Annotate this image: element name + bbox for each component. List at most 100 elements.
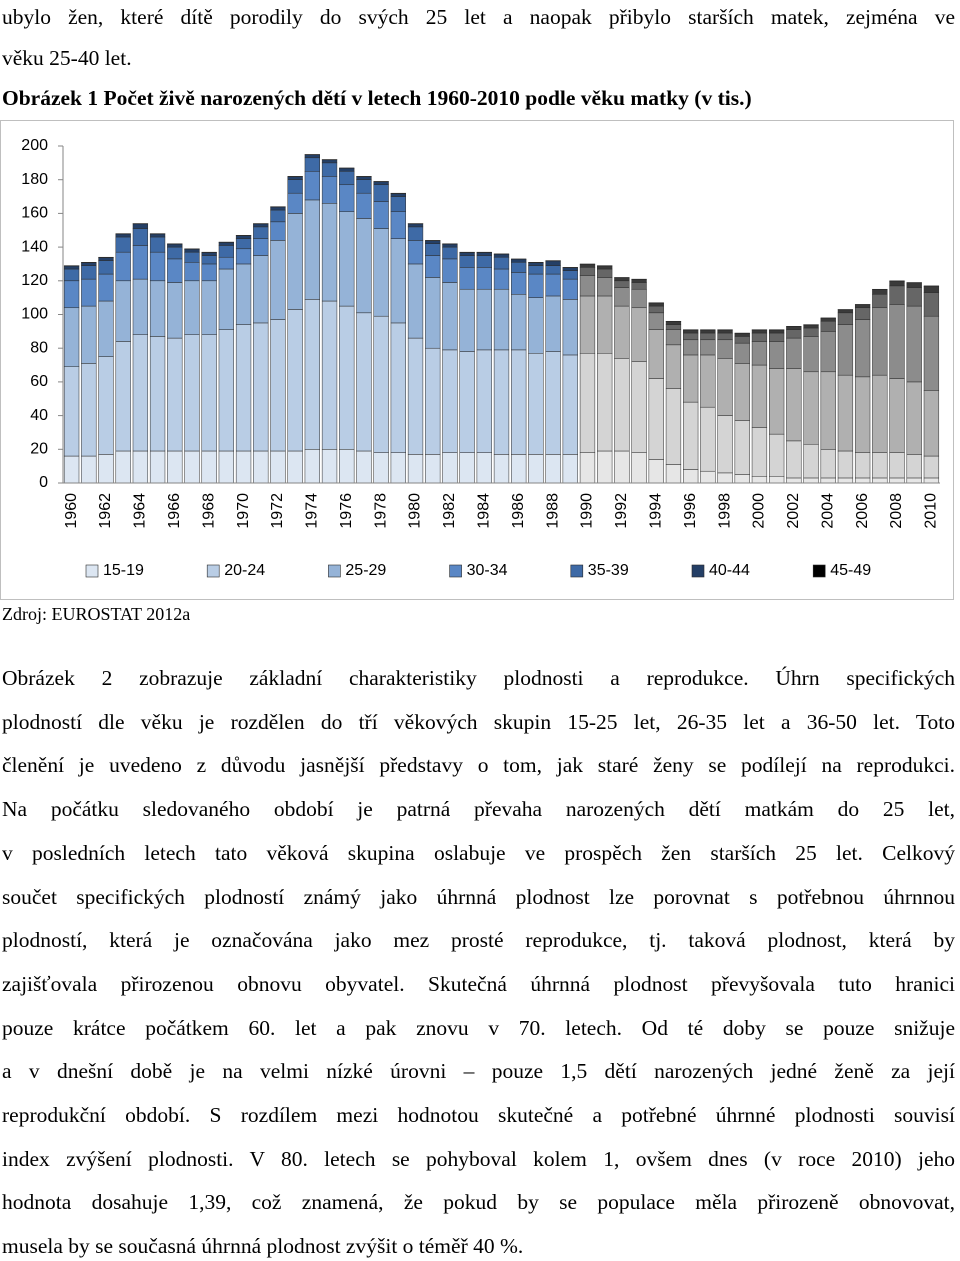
bar-segment	[665, 329, 682, 346]
text-line: plodností dle věku je rozdělen do tří vě…	[2, 709, 955, 734]
bar-segment	[820, 331, 836, 373]
bar-segment	[700, 354, 716, 408]
bar-segment	[734, 336, 750, 344]
bar-segment	[786, 477, 802, 484]
bar-segment	[837, 324, 854, 376]
bar-segment	[63, 268, 80, 282]
legend-label: 20-24	[224, 562, 265, 579]
bar-segment	[132, 228, 149, 246]
bar-segment	[751, 341, 768, 366]
bar-segment	[339, 184, 355, 212]
bar-segment	[665, 388, 682, 465]
bar-segment	[579, 452, 596, 484]
bar-segment	[321, 300, 338, 450]
x-tick-label: 1992	[613, 493, 630, 529]
y-tick-label: 200	[21, 137, 48, 154]
x-tick-label: 1962	[97, 493, 114, 529]
bar-segment	[631, 307, 647, 362]
bar-segment	[734, 333, 750, 337]
bar-segment	[837, 312, 854, 325]
bar-segment	[614, 287, 630, 307]
bar-segment	[115, 251, 131, 282]
legend-label: 45-49	[830, 562, 871, 579]
bar-segment	[579, 275, 596, 297]
bar-segment	[149, 280, 166, 337]
bar-segment	[81, 265, 97, 280]
bar-segment	[476, 349, 492, 453]
bar-segment	[631, 452, 647, 484]
bar-segment	[717, 332, 733, 341]
bar-segment	[923, 315, 940, 391]
y-tick-label: 160	[21, 205, 48, 222]
bar-segment	[528, 297, 544, 354]
bar-segment	[923, 285, 940, 293]
x-tick-label: 2008	[888, 493, 905, 529]
bar-segment	[81, 363, 97, 457]
text-line: musela by se současná úhrnná plodnost zv…	[2, 1234, 524, 1259]
bar-segment	[665, 464, 682, 484]
bar-segment	[235, 235, 252, 239]
bar-segment	[149, 236, 166, 253]
bar-segment	[339, 305, 355, 450]
bar-segment	[235, 248, 252, 265]
bar-segment	[493, 253, 510, 258]
bar-segment	[579, 264, 596, 268]
bar-segment	[373, 315, 389, 453]
bar-segment	[597, 265, 613, 270]
bar-segment	[545, 273, 561, 297]
bar-segment	[390, 211, 406, 239]
bar-segment	[768, 368, 785, 435]
legend-swatch	[812, 564, 826, 578]
y-tick-label: 100	[21, 306, 48, 323]
x-tick-label: 2002	[785, 493, 802, 529]
bar-segment	[889, 452, 905, 479]
bar-segment	[476, 452, 492, 484]
bar-segment	[235, 450, 252, 484]
bar-segment	[81, 278, 97, 307]
bar-segment	[614, 358, 630, 452]
bar-segment	[511, 272, 527, 295]
bar-segment	[700, 332, 716, 341]
bar-segment	[683, 401, 699, 470]
bar-segment	[407, 263, 424, 339]
bar-segment	[98, 356, 114, 455]
bar-segment	[803, 443, 819, 479]
bar-segment	[803, 327, 819, 337]
bar-segment	[923, 292, 940, 317]
bar-segment	[665, 321, 682, 325]
legend-label: 15-19	[103, 562, 144, 579]
bar-segment	[665, 324, 682, 330]
bar-segment	[167, 246, 183, 260]
bar-segment	[614, 277, 630, 282]
bar-segment	[167, 243, 183, 248]
bar-segment	[837, 374, 854, 452]
bar-segment	[287, 309, 303, 452]
bar-segment	[115, 341, 131, 452]
bar-segment	[304, 157, 320, 172]
bar-segment	[201, 252, 217, 256]
y-tick-label: 80	[30, 339, 48, 356]
x-tick-label: 2000	[751, 493, 768, 529]
bar-segment	[562, 278, 578, 300]
bar-segment	[923, 390, 940, 457]
bar-segment	[81, 305, 97, 364]
bar-segment	[425, 347, 441, 455]
bar-segment	[631, 282, 647, 290]
bar-segment	[683, 332, 699, 341]
text-line: index zvýšení plodnosti. V 80. letech se…	[2, 1146, 955, 1171]
bar-segment	[820, 371, 836, 450]
bar-segment	[786, 329, 802, 339]
bar-segment	[803, 371, 819, 445]
bar-segment	[923, 477, 940, 484]
bar-segment	[700, 339, 716, 356]
bar-segment	[493, 454, 510, 484]
bar-segment	[132, 278, 149, 335]
bar-segment	[648, 312, 664, 330]
bar-segment	[184, 334, 200, 452]
bar-segment	[803, 336, 819, 373]
x-tick-label: 2006	[854, 493, 871, 529]
bar-segment	[631, 288, 647, 309]
bar-segment	[872, 294, 888, 309]
bar-segment	[201, 450, 217, 484]
